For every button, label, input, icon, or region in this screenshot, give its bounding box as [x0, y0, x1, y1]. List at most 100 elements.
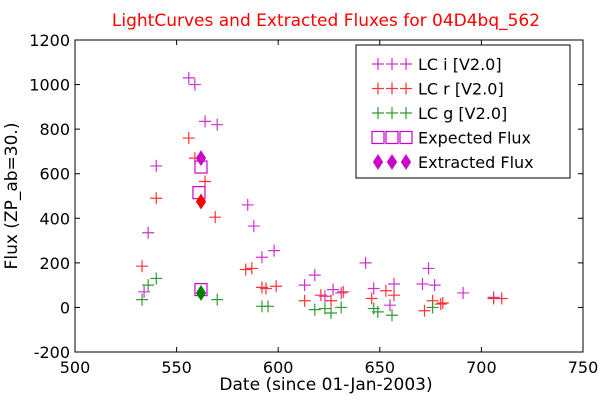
series-1: [136, 132, 508, 317]
data-point: [195, 193, 207, 210]
legend-marker: [371, 130, 385, 145]
data-point: [150, 159, 163, 172]
legend-marker: [400, 82, 412, 95]
y-tick-label: -200: [34, 343, 70, 362]
data-point: [241, 198, 254, 211]
y-tick-label: 1200: [29, 31, 70, 50]
legend-marker: [386, 107, 398, 119]
x-axis-label: Date (since 01-Jan-2003): [219, 375, 432, 395]
legend-label: Expected Flux: [418, 129, 531, 148]
data-point: [255, 251, 268, 264]
data-point: [260, 282, 273, 295]
data-point: [335, 301, 348, 314]
data-point: [268, 244, 281, 257]
plot-frame: [74, 39, 584, 353]
x-axis-ticks: 500 550 600 650 700 750: [60, 40, 599, 377]
y-tick-label: 800: [39, 120, 70, 139]
plot-area: [74, 39, 584, 353]
data-point: [150, 272, 163, 285]
data-point: [422, 262, 435, 275]
legend-label: LC r [V2.0]: [418, 80, 504, 99]
series-2: [136, 272, 439, 322]
data-point: [211, 293, 224, 306]
data-point: [388, 289, 401, 302]
data-point: [428, 279, 441, 292]
legend-marker: [372, 82, 384, 95]
data-marks: [136, 71, 508, 322]
data-point: [199, 115, 212, 128]
y-tick-label: 1000: [29, 76, 70, 95]
data-point: [325, 307, 338, 319]
legend-marker: [400, 154, 412, 170]
data-point: [495, 292, 508, 305]
data-point: [247, 220, 260, 233]
x-tick-label: 700: [466, 358, 497, 377]
data-point: [195, 285, 207, 301]
x-tick-label: 650: [365, 358, 396, 377]
data-point: [365, 292, 378, 305]
data-point: [457, 286, 470, 299]
legend-label: LC g [V2.0]: [418, 104, 507, 123]
series-5: [195, 193, 207, 210]
x-tick-label: 500: [60, 358, 91, 377]
data-point: [379, 284, 392, 297]
series-0: [138, 71, 500, 312]
legend: LC i [V2.0] LC r [V2.0] LC g [V2.0] Expecte…: [355, 44, 571, 179]
data-point: [182, 71, 195, 84]
chart-title: LightCurves and Extracted Fluxes for 04D…: [112, 11, 540, 31]
data-point: [388, 278, 401, 291]
legend-marker: [386, 82, 398, 95]
legend-label: Extracted Flux: [418, 153, 534, 172]
data-point: [327, 283, 340, 296]
data-point: [367, 282, 380, 295]
series-4: [195, 150, 207, 167]
data-point: [182, 132, 195, 145]
data-point: [385, 309, 398, 322]
data-point: [434, 298, 447, 311]
series-6: [195, 285, 207, 301]
y-tick-label: 400: [39, 209, 70, 228]
x-tick-label: 750: [568, 358, 599, 377]
data-point: [150, 192, 163, 205]
data-point: [335, 286, 348, 299]
data-point: [337, 285, 350, 298]
data-point: [314, 289, 327, 302]
data-point: [188, 78, 201, 91]
legend-marker: [400, 58, 412, 70]
legend-marker: [386, 154, 398, 170]
x-tick-label: 550: [161, 358, 192, 377]
data-point: [142, 226, 155, 239]
data-point: [138, 285, 151, 298]
data-point: [209, 211, 222, 224]
legend-marker: [372, 58, 384, 70]
data-point: [270, 280, 283, 293]
data-point: [359, 256, 372, 269]
data-point: [308, 303, 321, 316]
y-axis-ticks: -200 0 200 400 600 800 1000 1200: [29, 31, 583, 362]
x-tick-label: 600: [263, 358, 294, 377]
y-tick-label: 200: [39, 254, 70, 273]
legend-marker: [385, 130, 399, 145]
y-tick-label: 600: [39, 165, 70, 184]
data-point: [436, 296, 449, 309]
data-point: [245, 262, 258, 275]
y-axis-label: Flux (ZP_ab=30.): [2, 123, 22, 270]
y-tick-label: 0: [60, 298, 70, 317]
legend-marker: [386, 58, 398, 70]
data-point: [325, 294, 338, 307]
data-point: [298, 294, 311, 307]
data-point: [136, 293, 149, 306]
data-point: [418, 304, 431, 317]
data-point: [383, 299, 396, 312]
legend-marker: [400, 107, 412, 119]
data-point: [416, 278, 429, 291]
data-point: [371, 305, 384, 318]
data-point: [199, 175, 212, 188]
data-point: [136, 260, 149, 273]
data-point: [239, 263, 252, 276]
data-point: [426, 301, 439, 314]
data-point: [298, 279, 311, 292]
data-point: [195, 150, 207, 167]
data-point: [318, 302, 331, 315]
